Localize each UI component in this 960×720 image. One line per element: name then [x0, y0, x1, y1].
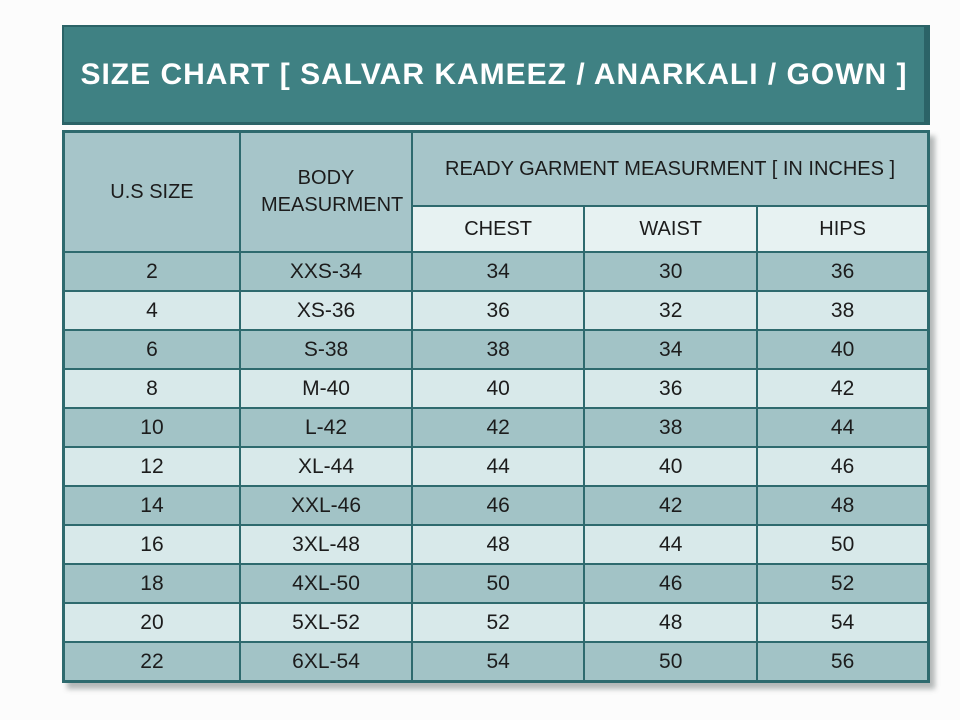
cell-chest: 52	[411, 602, 586, 643]
cell-waist: 32	[583, 290, 759, 331]
cell-waist: 40	[583, 446, 759, 487]
cell-us-size: 16	[62, 524, 241, 565]
cell-body-measurement: M-40	[238, 368, 414, 409]
cell-body-measurement: 6XL-54	[238, 641, 414, 683]
table-row: 6 S-38 38 34 40	[62, 329, 930, 370]
chart-title: SIZE CHART [ SALVAR KAMEEZ / ANARKALI / …	[80, 57, 908, 91]
cell-waist: 50	[583, 641, 759, 683]
cell-chest: 44	[411, 446, 586, 487]
cell-us-size: 12	[62, 446, 241, 487]
column-header-hips: HIPS	[756, 205, 930, 253]
cell-hips: 48	[756, 485, 930, 526]
cell-waist: 44	[583, 524, 759, 565]
table-row: 18 4XL-50 50 46 52	[62, 563, 930, 604]
cell-body-measurement: 4XL-50	[238, 563, 414, 604]
cell-us-size: 10	[62, 407, 241, 448]
cell-hips: 52	[756, 563, 930, 604]
table-row: 22 6XL-54 54 50 56	[62, 641, 930, 683]
cell-waist: 46	[583, 563, 759, 604]
cell-hips: 44	[756, 407, 930, 448]
table-row: 14 XXL-46 46 42 48	[62, 485, 930, 526]
table-row: 20 5XL-52 52 48 54	[62, 602, 930, 643]
cell-waist: 34	[583, 329, 759, 370]
column-header-us-size: U.S SIZE	[62, 130, 241, 253]
size-chart-panel: SIZE CHART [ SALVAR KAMEEZ / ANARKALI / …	[62, 25, 930, 683]
table-row: 10 L-42 42 38 44	[62, 407, 930, 448]
cell-chest: 36	[411, 290, 586, 331]
cell-waist: 48	[583, 602, 759, 643]
cell-body-measurement: 5XL-52	[238, 602, 414, 643]
cell-body-measurement: XS-36	[238, 290, 414, 331]
cell-waist: 38	[583, 407, 759, 448]
cell-chest: 54	[411, 641, 586, 683]
cell-us-size: 18	[62, 563, 241, 604]
cell-waist: 36	[583, 368, 759, 409]
table-row: 8 M-40 40 36 42	[62, 368, 930, 409]
header-row-main: U.S SIZE BODY MEASURMENT READY GARMENT M…	[62, 130, 930, 253]
cell-chest: 48	[411, 524, 586, 565]
column-header-chest: CHEST	[411, 205, 586, 253]
cell-body-measurement: S-38	[238, 329, 414, 370]
cell-chest: 46	[411, 485, 586, 526]
cell-chest: 38	[411, 329, 586, 370]
cell-hips: 40	[756, 329, 930, 370]
cell-us-size: 8	[62, 368, 241, 409]
cell-hips: 54	[756, 602, 930, 643]
cell-us-size: 6	[62, 329, 241, 370]
chart-title-bar: SIZE CHART [ SALVAR KAMEEZ / ANARKALI / …	[62, 25, 930, 125]
cell-body-measurement: L-42	[238, 407, 414, 448]
cell-us-size: 22	[62, 641, 241, 683]
size-table: U.S SIZE BODY MEASURMENT READY GARMENT M…	[62, 130, 930, 683]
cell-body-measurement: XXL-46	[238, 485, 414, 526]
column-header-ready-garment: READY GARMENT MEASURMENT [ IN INCHES ]	[411, 130, 930, 207]
cell-body-measurement: XL-44	[238, 446, 414, 487]
table-row: 4 XS-36 36 32 38	[62, 290, 930, 331]
cell-hips: 56	[756, 641, 930, 683]
cell-us-size: 14	[62, 485, 241, 526]
cell-chest: 42	[411, 407, 586, 448]
cell-hips: 42	[756, 368, 930, 409]
header-row-sub: CHEST WAIST HIPS	[64, 205, 930, 253]
cell-hips: 50	[756, 524, 930, 565]
cell-hips: 38	[756, 290, 930, 331]
table-row: 16 3XL-48 48 44 50	[62, 524, 930, 565]
table-row: 12 XL-44 44 40 46	[62, 446, 930, 487]
cell-hips: 46	[756, 446, 930, 487]
cell-chest: 50	[411, 563, 586, 604]
cell-chest: 34	[411, 251, 586, 292]
cell-waist: 30	[583, 251, 759, 292]
cell-us-size: 20	[62, 602, 241, 643]
cell-us-size: 2	[62, 251, 241, 292]
cell-hips: 36	[756, 251, 930, 292]
column-header-body-measurement: BODY MEASURMENT	[238, 130, 414, 253]
cell-us-size: 4	[62, 290, 241, 331]
cell-body-measurement: XXS-34	[238, 251, 414, 292]
column-header-body-measurement-label: BODY MEASURMENT	[261, 167, 404, 216]
cell-waist: 42	[583, 485, 759, 526]
size-table-body: 2 XXS-34 34 30 36 4 XS-36 36 32 38 6 S-38 38 34 40 8 M-4…	[62, 251, 930, 683]
cell-body-measurement: 3XL-48	[238, 524, 414, 565]
cell-chest: 40	[411, 368, 586, 409]
table-row: 2 XXS-34 34 30 36	[62, 251, 930, 292]
column-header-waist: WAIST	[583, 205, 759, 253]
